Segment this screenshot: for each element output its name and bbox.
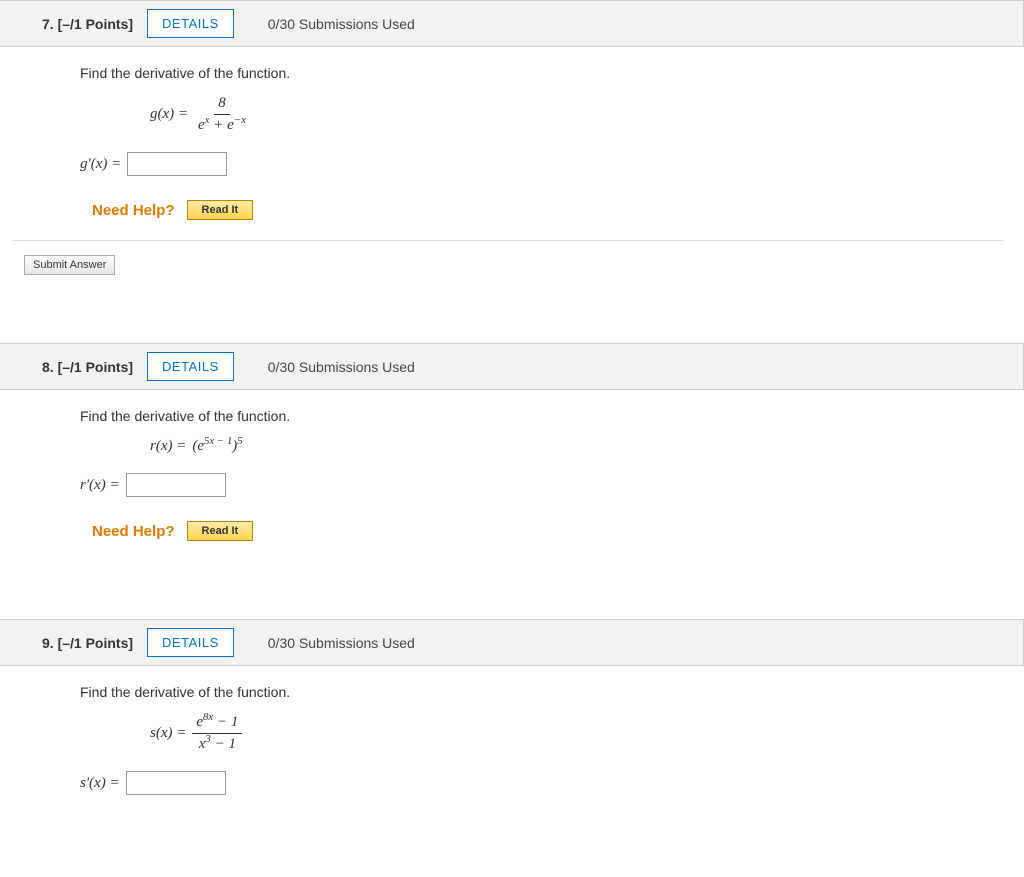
answer-row: r'(x) = (80, 473, 1004, 497)
details-button[interactable]: DETAILS (147, 628, 234, 657)
question-7: 7. [–/1 Points] DETAILS 0/30 Submissions… (0, 0, 1024, 303)
question-body: Find the derivative of the function. r(x… (0, 390, 1024, 579)
question-header: 7. [–/1 Points] DETAILS 0/30 Submissions… (0, 0, 1024, 47)
question-number: 7. [–/1 Points] (42, 16, 133, 32)
answer-row: s'(x) = (80, 771, 1004, 795)
question-header: 8. [–/1 Points] DETAILS 0/30 Submissions… (0, 343, 1024, 390)
read-it-button[interactable]: Read It (187, 521, 254, 541)
submissions-used: 0/30 Submissions Used (268, 16, 415, 32)
fraction-numerator: 8 (214, 95, 230, 115)
submissions-used: 0/30 Submissions Used (268, 359, 415, 375)
equation-rhs: (e5x − 1)5 (192, 438, 242, 455)
answer-lhs: r'(x) = (80, 477, 120, 494)
answer-input[interactable] (126, 771, 226, 795)
help-row: Need Help? Read It (92, 521, 1004, 541)
answer-lhs: g'(x) = (80, 156, 121, 173)
fraction-denominator: ex + e−x (194, 115, 250, 134)
question-prompt: Find the derivative of the function. (80, 408, 1004, 424)
answer-input[interactable] (126, 473, 226, 497)
question-prompt: Find the derivative of the function. (80, 684, 1004, 700)
fraction: e8x − 1 x3 − 1 (192, 714, 242, 753)
equation-lhs: r(x) = (150, 438, 186, 455)
equation-lhs: g(x) = (150, 106, 188, 123)
function-definition: s(x) = e8x − 1 x3 − 1 (150, 714, 1004, 753)
question-body: Find the derivative of the function. s(x… (0, 666, 1024, 837)
submissions-used: 0/30 Submissions Used (268, 635, 415, 651)
fraction-denominator: x3 − 1 (195, 734, 240, 753)
question-number: 9. [–/1 Points] (42, 635, 133, 651)
submit-answer-button[interactable]: Submit Answer (24, 255, 115, 275)
question-8: 8. [–/1 Points] DETAILS 0/30 Submissions… (0, 343, 1024, 579)
question-number: 8. [–/1 Points] (42, 359, 133, 375)
question-body: Find the derivative of the function. g(x… (0, 47, 1024, 303)
need-help-label: Need Help? (92, 523, 175, 540)
answer-input[interactable] (127, 152, 227, 176)
answer-row: g'(x) = (80, 152, 1004, 176)
answer-lhs: s'(x) = (80, 775, 120, 792)
equation-lhs: s(x) = (150, 725, 186, 742)
details-button[interactable]: DETAILS (147, 9, 234, 38)
need-help-label: Need Help? (92, 202, 175, 219)
question-prompt: Find the derivative of the function. (80, 65, 1004, 81)
function-definition: g(x) = 8 ex + e−x (150, 95, 1004, 134)
read-it-button[interactable]: Read It (187, 200, 254, 220)
details-button[interactable]: DETAILS (147, 352, 234, 381)
function-definition: r(x) = (e5x − 1)5 (150, 438, 1004, 455)
fraction: 8 ex + e−x (194, 95, 250, 134)
question-9: 9. [–/1 Points] DETAILS 0/30 Submissions… (0, 619, 1024, 837)
fraction-numerator: e8x − 1 (192, 714, 242, 734)
submit-row: Submit Answer (12, 240, 1004, 285)
help-row: Need Help? Read It (92, 200, 1004, 220)
question-header: 9. [–/1 Points] DETAILS 0/30 Submissions… (0, 619, 1024, 666)
